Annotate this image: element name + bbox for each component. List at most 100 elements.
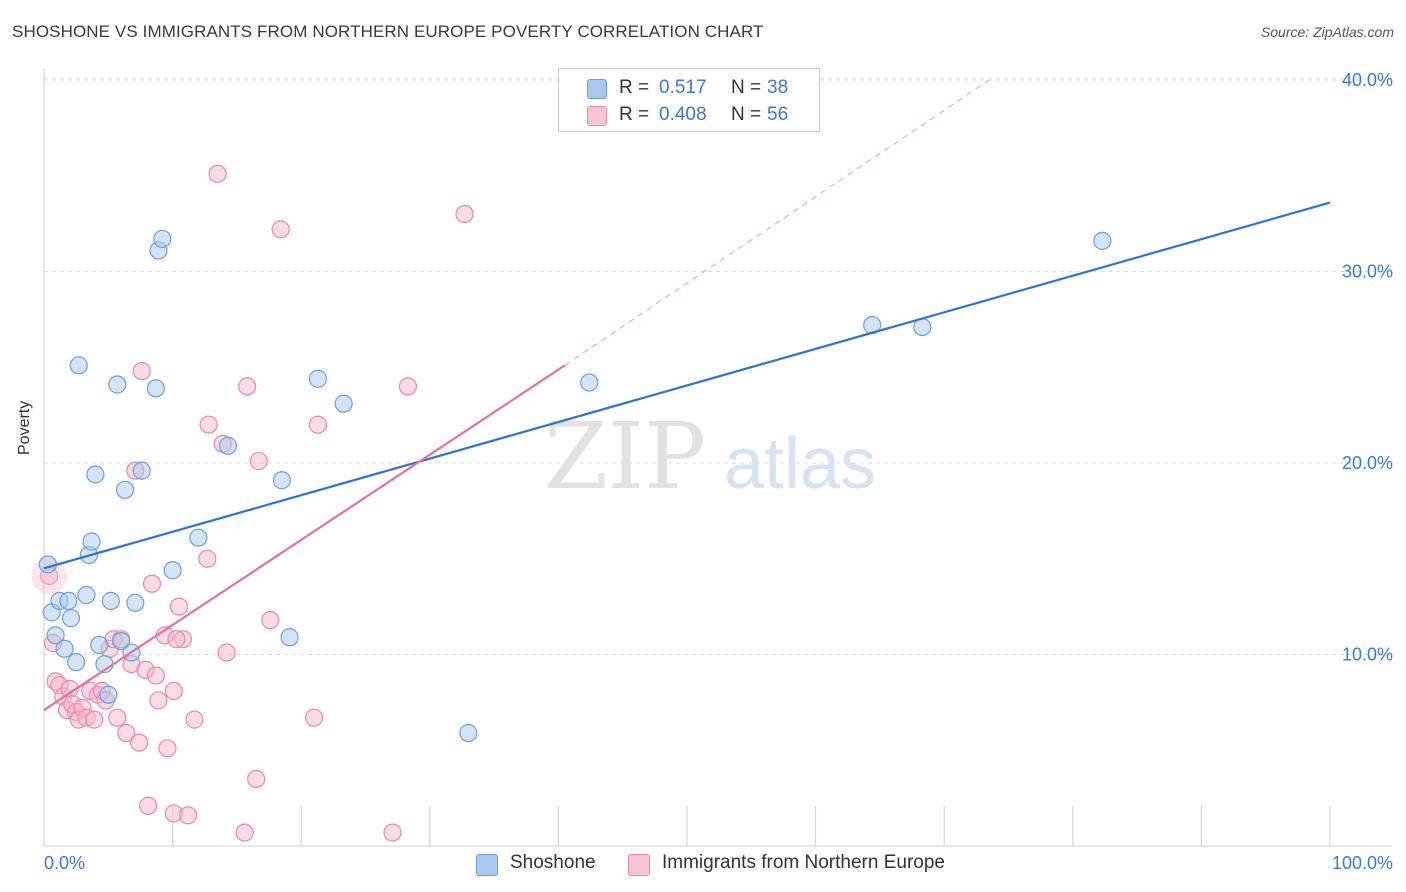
legend-r-value: 0.517 — [659, 77, 707, 98]
data-point-immigrants — [398, 377, 418, 396]
data-point-immigrants — [247, 769, 266, 789]
data-point-shoshone — [580, 373, 599, 392]
y-tick-label: 20.0% — [1342, 453, 1393, 473]
data-point-immigrants — [130, 733, 149, 752]
x-tick-label: 0.0% — [44, 853, 85, 873]
watermark: ZIP atlas — [544, 403, 876, 510]
legend-r-label: R = — [619, 104, 650, 125]
data-point-immigrants — [249, 451, 268, 471]
data-point-shoshone — [1093, 231, 1112, 250]
blue-series-points — [38, 229, 1112, 743]
data-point-shoshone — [112, 631, 131, 651]
data-point-shoshone — [46, 626, 65, 645]
correlation-legend: R = 0.517 N = 38 R = 0.408 N = 56 — [558, 68, 820, 132]
data-point-immigrants — [142, 574, 162, 593]
data-point-immigrants — [261, 610, 280, 630]
legend-row-immigrants: R = 0.408 N = 56 — [559, 102, 819, 128]
data-point-immigrants — [304, 708, 324, 727]
data-point-shoshone — [218, 436, 237, 455]
chart-title: SHOSHONE VS IMMIGRANTS FROM NORTHERN EUR… — [12, 22, 764, 41]
x-tick-labels: 0.0% 100.0% — [44, 853, 1393, 873]
legend-swatch-pink — [628, 854, 650, 876]
data-point-immigrants — [85, 710, 104, 729]
y-tick-label: 40.0% — [1342, 70, 1393, 90]
data-point-shoshone — [90, 635, 109, 655]
data-point-immigrants — [169, 597, 189, 616]
legend-r-value: 0.408 — [659, 104, 707, 125]
data-point-shoshone — [126, 593, 145, 612]
data-point-immigrants — [208, 164, 227, 183]
data-point-immigrants — [164, 681, 183, 700]
data-point-shoshone — [108, 375, 127, 394]
data-point-immigrants — [139, 796, 158, 815]
data-point-immigrants — [117, 723, 136, 743]
legend-label-immigrants: Immigrants from Northern Europe — [662, 852, 945, 873]
watermark-atlas: atlas — [724, 424, 876, 504]
data-point-immigrants — [108, 708, 127, 727]
source-label: Source: ZipAtlas.com — [1260, 24, 1394, 40]
y-tick-label: 10.0% — [1342, 645, 1393, 665]
watermark-zip: ZIP — [544, 403, 706, 510]
x-tick-label: 100.0% — [1332, 853, 1393, 873]
data-point-immigrants — [132, 361, 151, 381]
data-point-shoshone — [153, 229, 172, 249]
legend-n-value: 56 — [767, 104, 789, 125]
data-point-shoshone — [308, 369, 328, 388]
data-point-shoshone — [163, 561, 182, 580]
data-point-immigrants — [235, 823, 254, 842]
data-point-shoshone — [99, 685, 118, 704]
grid-lines — [44, 77, 1392, 655]
data-point-immigrants — [185, 710, 204, 729]
data-point-immigrants — [149, 691, 168, 710]
data-point-shoshone — [280, 628, 299, 647]
data-point-immigrants — [158, 739, 177, 758]
data-point-shoshone — [189, 528, 208, 547]
data-point-shoshone — [61, 609, 81, 628]
data-point-immigrants — [271, 220, 290, 239]
legend-swatch-blue — [476, 854, 498, 876]
data-point-shoshone — [86, 465, 105, 484]
data-point-immigrants — [308, 415, 328, 434]
data-point-shoshone — [59, 591, 78, 610]
trend-line-immigrants — [43, 364, 566, 711]
data-point-immigrants — [383, 823, 402, 842]
data-point-immigrants — [198, 549, 217, 568]
legend-swatch-pink — [587, 106, 607, 126]
trend-line-immigrants — [564, 79, 990, 366]
data-point-immigrants — [217, 643, 236, 662]
data-point-shoshone — [334, 394, 353, 413]
data-point-immigrants — [167, 630, 186, 649]
data-point-shoshone — [132, 461, 151, 480]
legend-row-shoshone: R = 0.517 N = 38 — [559, 75, 819, 101]
data-point-shoshone — [55, 639, 74, 658]
legend-r-label: R = — [619, 77, 650, 98]
trend-line-shoshone — [43, 201, 1331, 570]
pink-series-points — [31, 164, 474, 842]
data-point-immigrants — [146, 666, 165, 685]
y-tick-label: 30.0% — [1342, 262, 1393, 282]
legend-label-shoshone: Shoshone — [510, 852, 596, 873]
y-axis-label: Poverty — [16, 400, 33, 455]
data-point-immigrants — [178, 806, 198, 825]
legend-n-label: N = — [731, 77, 762, 98]
data-point-shoshone — [101, 591, 120, 610]
legend-n-value: 38 — [767, 77, 789, 98]
data-point-immigrants — [238, 377, 257, 396]
data-point-immigrants — [455, 204, 474, 224]
data-point-immigrants — [199, 415, 218, 434]
data-point-shoshone — [82, 532, 101, 551]
legend-n-label: N = — [731, 104, 762, 125]
y-tick-labels: 10.0% 20.0% 30.0% 40.0% — [1342, 70, 1393, 665]
data-point-shoshone — [115, 480, 135, 499]
axes — [43, 68, 1392, 847]
data-point-shoshone — [459, 723, 478, 743]
data-point-shoshone — [146, 379, 165, 398]
trend-lines — [43, 79, 1331, 711]
data-point-shoshone — [69, 356, 88, 375]
data-point-shoshone — [67, 653, 86, 672]
data-point-shoshone — [77, 586, 96, 605]
legend-swatch-blue — [587, 79, 607, 99]
series-legend: Shoshone Immigrants from Northern Europe — [0, 852, 1406, 878]
data-point-shoshone — [272, 471, 292, 490]
